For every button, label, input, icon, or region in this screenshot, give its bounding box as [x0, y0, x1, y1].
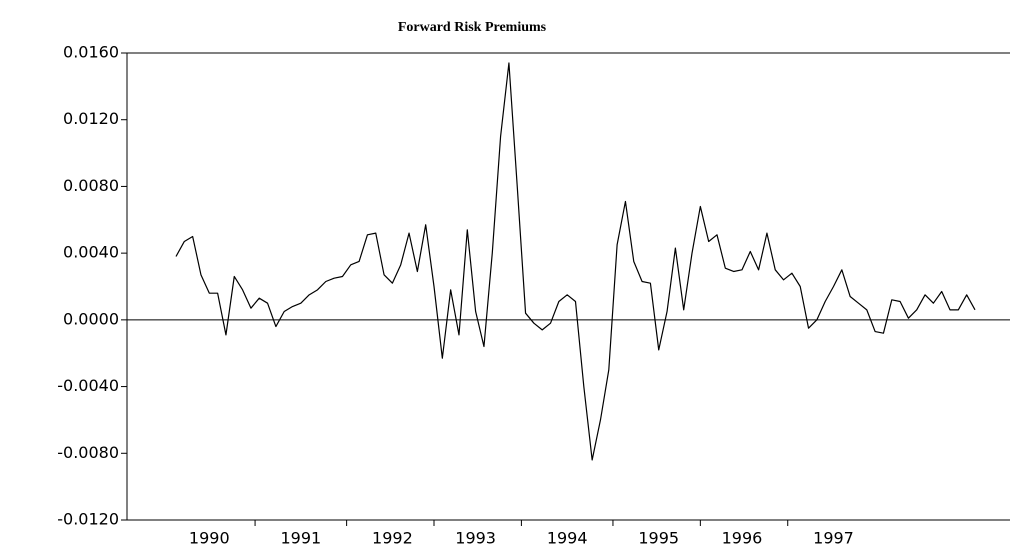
y-tick-label: -0.0040: [57, 376, 119, 395]
x-tick-label: 1993: [455, 529, 496, 548]
y-tick-label: -0.0080: [57, 443, 119, 462]
data-line: [175, 62, 976, 461]
x-tick-label: 1996: [722, 529, 763, 548]
y-tick-label: -0.0120: [57, 510, 119, 529]
y-tick-label: 0.0040: [63, 243, 119, 262]
x-tick-label: 1994: [547, 529, 588, 548]
y-tick-label: 0.0080: [63, 176, 119, 195]
y-tick-label: 0.0160: [63, 43, 119, 62]
y-tick-label: 0.0000: [63, 309, 119, 328]
x-tick-label: 1995: [638, 529, 679, 548]
x-tick-label: 1991: [280, 529, 321, 548]
chart-title: Forward Risk Premiums: [398, 20, 547, 35]
x-tick-label: 1992: [372, 529, 413, 548]
x-tick-label: 1997: [813, 529, 854, 548]
plot-frame: [126, 52, 1010, 520]
y-tick-label: 0.0120: [63, 109, 119, 128]
x-tick-label: 1990: [189, 529, 230, 548]
